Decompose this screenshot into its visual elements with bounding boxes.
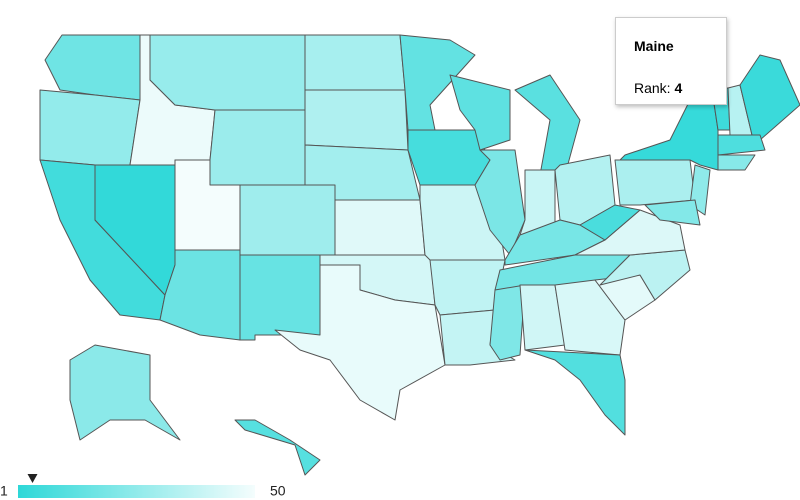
state	[554, 279, 626, 356]
tooltip-rank: Rank: 4	[634, 80, 682, 96]
state	[489, 284, 526, 361]
state	[44, 34, 141, 101]
state	[209, 109, 306, 186]
state	[69, 344, 181, 441]
state	[39, 89, 141, 166]
tooltip-title: Maine	[634, 38, 674, 54]
state	[474, 149, 526, 256]
tooltip: Maine Rank: 4	[615, 17, 727, 105]
tooltip-rank-label: Rank:	[634, 80, 671, 96]
state	[644, 199, 701, 226]
state	[304, 34, 406, 91]
state	[399, 34, 476, 131]
legend-marker	[27, 474, 38, 483]
legend-gradient	[18, 485, 255, 498]
state	[274, 264, 446, 421]
state	[579, 204, 641, 241]
state	[239, 184, 336, 256]
legend-max-label: 50	[270, 483, 286, 499]
state	[524, 349, 626, 436]
state	[717, 154, 756, 171]
legend-min-label: 1	[0, 483, 8, 499]
tooltip-rank-value: 4	[674, 80, 683, 96]
state	[514, 74, 581, 176]
state	[239, 254, 321, 341]
state	[234, 419, 321, 476]
state	[614, 159, 696, 206]
state	[334, 199, 426, 256]
state	[717, 134, 766, 156]
state	[149, 34, 306, 111]
state	[304, 89, 409, 151]
